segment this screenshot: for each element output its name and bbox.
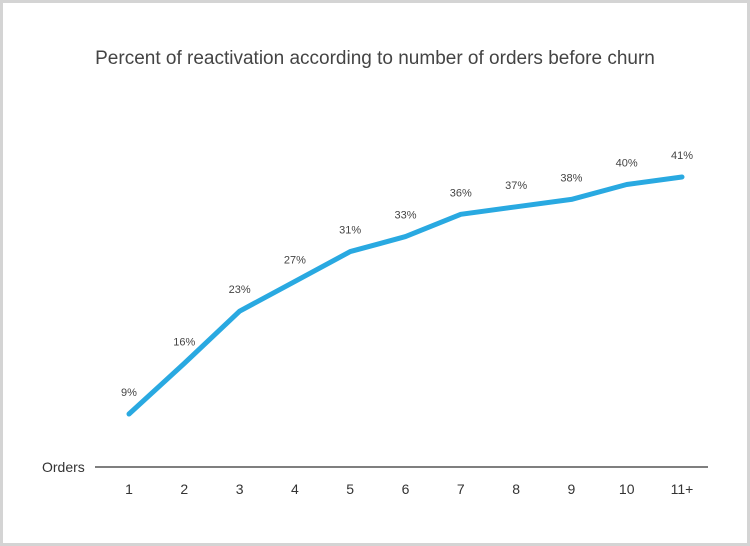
data-labels: 9% 16% 23% 27% 31% 33% 36% 37% 38% 40% 41% (121, 150, 693, 399)
data-label: 16% (173, 336, 195, 348)
x-tick-label: 6 (402, 481, 410, 497)
x-axis-title: Orders (42, 459, 85, 475)
data-label: 41% (671, 150, 693, 162)
data-label: 27% (284, 254, 306, 266)
x-tick-label: 3 (236, 481, 244, 497)
x-tick-label: 9 (568, 481, 576, 497)
x-tick-label: 11+ (671, 481, 694, 497)
x-tick-label: 4 (291, 481, 299, 497)
data-label: 33% (394, 210, 416, 222)
data-label: 36% (450, 187, 472, 199)
x-tick-label: 5 (346, 481, 354, 497)
chart-title: Percent of reactivation according to num… (95, 48, 655, 69)
data-label: 38% (560, 172, 582, 184)
data-label: 9% (121, 387, 137, 399)
data-label: 31% (339, 225, 361, 237)
x-tick-label: 1 (125, 481, 133, 497)
data-label: 37% (505, 180, 527, 192)
x-tick-label: 7 (457, 481, 465, 497)
series-line (126, 174, 685, 417)
x-tick-labels: 1 2 3 4 5 6 7 8 9 10 11+ (125, 481, 693, 497)
x-tick-label: 10 (619, 481, 635, 497)
x-tick-label: 2 (180, 481, 188, 497)
data-label: 40% (616, 157, 638, 169)
data-label: 23% (229, 284, 251, 296)
x-tick-label: 8 (512, 481, 520, 497)
